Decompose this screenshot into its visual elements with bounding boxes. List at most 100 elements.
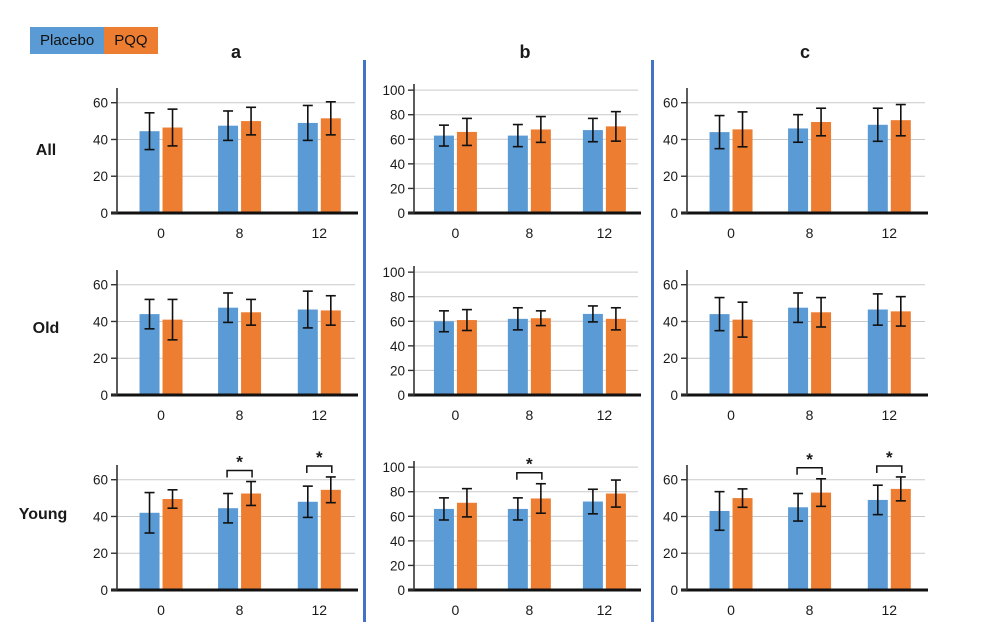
x-tick-label: 0	[727, 407, 735, 423]
bar-pqq-0	[732, 319, 753, 395]
error-bar-pqq-8	[246, 106, 257, 136]
bar-placebo-8	[788, 307, 809, 395]
error-bar-pqq-8	[535, 310, 546, 327]
error-bar-placebo-0	[144, 298, 155, 330]
x-tick-label: 0	[157, 602, 165, 618]
x-tick-label: 12	[312, 407, 328, 423]
bar-pqq-8	[811, 492, 832, 590]
y-tick-label: 40	[390, 534, 405, 549]
error-bar-pqq-12	[895, 103, 906, 137]
bar-placebo-0	[709, 314, 730, 395]
bar-pqq-0	[162, 499, 183, 590]
bar-pqq-8	[241, 312, 262, 395]
row-label-old: Old	[32, 320, 60, 337]
error-bar-pqq-8	[816, 296, 827, 328]
error-bar-pqq-8	[535, 115, 546, 144]
x-tick-label: 12	[597, 407, 613, 423]
chart-b-all: 0 8 12 0 20 40 60 80 100	[382, 83, 641, 241]
bar-placebo-0	[433, 508, 454, 590]
y-tick-label: 20	[93, 546, 108, 561]
error-bar-placebo-12	[302, 104, 313, 142]
y-tick-label: 20	[93, 169, 108, 184]
y-tick-label: 40	[663, 132, 678, 147]
bar-placebo-12	[582, 313, 603, 395]
bar-pqq-12	[605, 318, 626, 395]
bar-placebo-0	[709, 132, 730, 213]
bar-pqq-8	[241, 121, 262, 213]
bar-placebo-8	[218, 125, 239, 213]
legend-item-pqq: PQQ	[104, 27, 158, 54]
x-tick-label: 0	[727, 225, 735, 241]
bar-placebo-8	[788, 507, 809, 590]
x-tick-label: 0	[452, 225, 460, 241]
y-tick-label: 60	[390, 314, 405, 329]
bar-pqq-12	[605, 493, 626, 590]
bar-pqq-12	[890, 488, 911, 590]
x-tick-label: 8	[525, 225, 533, 241]
x-tick-label: 0	[157, 225, 165, 241]
error-bar-placebo-0	[714, 296, 725, 332]
y-tick-label: 100	[382, 460, 405, 475]
chart-c-young: 0 8 12 * * 0 20 40 60	[663, 448, 928, 618]
chart-b-young: 0 8 12 * 0 20 40 60 80 100	[382, 455, 641, 618]
bar-pqq-8	[530, 129, 551, 213]
error-bar-placebo-8	[512, 123, 523, 148]
bar-pqq-12	[890, 311, 911, 395]
y-tick-label: 40	[93, 314, 108, 329]
y-tick-label: 60	[663, 473, 678, 488]
bar-pqq-0	[732, 498, 753, 590]
error-bar-placebo-8	[793, 113, 804, 144]
x-tick-label: 8	[806, 225, 814, 241]
y-tick-label: 40	[93, 509, 108, 524]
y-tick-label: 0	[100, 388, 108, 403]
bar-placebo-12	[867, 124, 888, 213]
significance-asterisk: *	[316, 448, 323, 467]
y-tick-label: 0	[670, 583, 678, 598]
y-tick-label: 20	[93, 351, 108, 366]
error-bar-pqq-12	[325, 294, 336, 326]
error-bar-pqq-12	[325, 476, 336, 504]
y-tick-label: 40	[93, 132, 108, 147]
error-bar-pqq-0	[461, 487, 472, 518]
x-tick-label: 8	[806, 407, 814, 423]
error-bar-pqq-12	[610, 110, 621, 142]
x-tick-label: 12	[597, 225, 613, 241]
significance-marker: *	[226, 453, 253, 478]
y-tick-label: 0	[397, 388, 405, 403]
error-bar-pqq-8	[535, 482, 546, 515]
error-bar-placebo-0	[714, 114, 725, 150]
error-bar-placebo-12	[872, 107, 883, 143]
x-tick-label: 12	[882, 225, 898, 241]
bar-placebo-12	[297, 309, 318, 395]
error-bar-placebo-8	[512, 497, 523, 521]
bar-placebo-8	[218, 307, 239, 395]
y-tick-label: 0	[397, 583, 405, 598]
bar-pqq-12	[605, 126, 626, 213]
x-tick-label: 12	[882, 602, 898, 618]
y-tick-label: 0	[670, 206, 678, 221]
error-bar-pqq-8	[246, 480, 257, 507]
y-tick-label: 20	[663, 169, 678, 184]
legend-label-pqq: PQQ	[114, 32, 148, 49]
y-tick-label: 100	[382, 83, 405, 98]
bar-placebo-8	[507, 135, 528, 213]
bar-placebo-12	[297, 122, 318, 213]
x-tick-label: 8	[236, 602, 244, 618]
chart-b-old: 0 8 12 0 20 40 60 80 100	[382, 265, 641, 423]
error-bar-placebo-8	[793, 492, 804, 522]
error-bar-pqq-0	[461, 117, 472, 147]
bar-placebo-8	[788, 128, 809, 213]
bar-placebo-8	[507, 318, 528, 395]
significance-marker: *	[306, 448, 333, 473]
x-tick-label: 12	[597, 602, 613, 618]
bar-placebo-0	[433, 135, 454, 213]
y-tick-label: 60	[93, 96, 108, 111]
chart-a-all: 0 8 12 0 20 40 60	[93, 88, 358, 241]
bar-pqq-12	[890, 120, 911, 213]
x-tick-label: 12	[312, 225, 328, 241]
bar-pqq-0	[162, 127, 183, 213]
error-bar-placebo-0	[144, 112, 155, 151]
x-tick-label: 0	[452, 602, 460, 618]
y-tick-label: 40	[390, 339, 405, 354]
error-bar-pqq-8	[246, 298, 257, 326]
